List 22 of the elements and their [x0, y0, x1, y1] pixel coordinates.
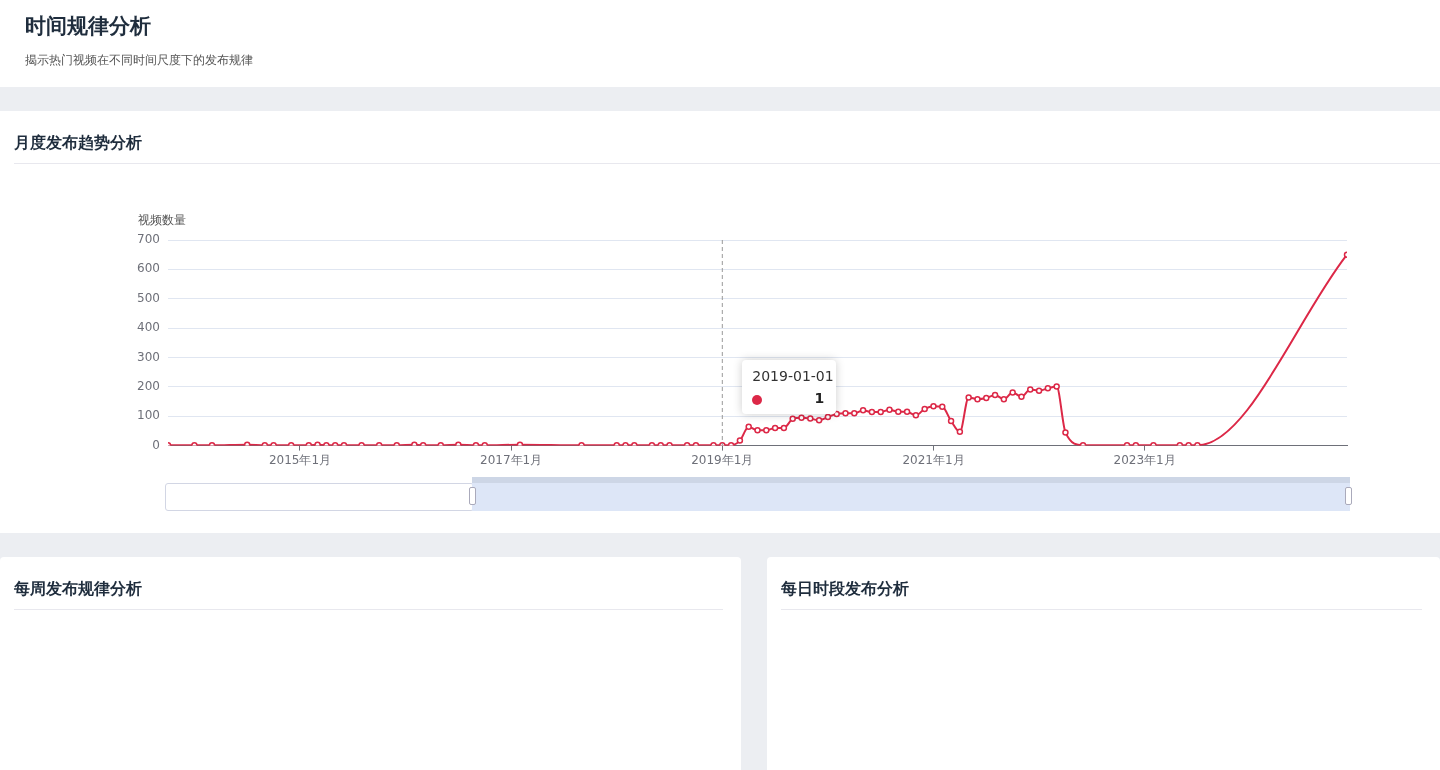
y-tick-label: 0: [152, 437, 160, 452]
x-tick-label: 2017年1月: [480, 452, 543, 467]
y-axis-title: 视频数量: [138, 213, 186, 227]
y-tick-label: 600: [137, 261, 160, 276]
annotation: 2019-01-01: [752, 368, 834, 384]
text: 时间规律分析: [25, 13, 152, 40]
y-tick-label: 100: [137, 408, 160, 423]
text: 揭示热门视频在不同时间尺度下的发布规律: [25, 52, 254, 69]
x-tick-label: 2019年1月: [691, 452, 754, 467]
text: 每周发布规律分析: [14, 579, 723, 610]
text: 每日时段发布分析: [781, 579, 1422, 610]
chart-title: 月度发布趋势分析: [14, 133, 1440, 164]
tooltip: 2019-01-01 1: [742, 360, 837, 414]
annotation: 1: [814, 390, 825, 406]
y-tick-label: 300: [137, 349, 160, 364]
y-tick-label: 500: [137, 290, 160, 305]
x-tick-label: 2015年1月: [268, 452, 332, 467]
x-tick-label: 2021年1月: [902, 452, 965, 467]
x-tick-label: 2023年1月: [1113, 452, 1176, 467]
y-tick-label: 200: [137, 378, 160, 393]
y-tick-label: 400: [137, 320, 160, 335]
y-tick-label: 700: [137, 232, 160, 247]
